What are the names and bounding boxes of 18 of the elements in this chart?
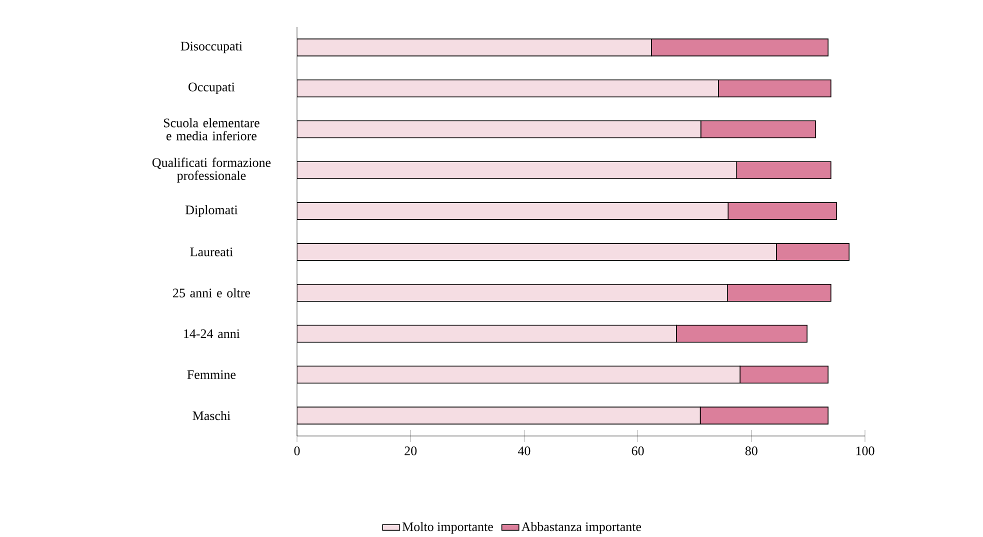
y-tick-label: Diplomati: [185, 205, 238, 217]
x-tick-label: 20: [404, 446, 417, 456]
x-tick-label: 80: [745, 446, 758, 456]
y-tick-label: 25 anni e oltre: [173, 288, 250, 298]
x-tick-label: 0: [294, 446, 300, 456]
x-tick-label: 100: [856, 446, 874, 456]
y-tick-label: Laureati: [190, 248, 233, 256]
y-tick-label: Qualificati formazione professionale: [152, 158, 271, 183]
y-tick-label: Femmine: [187, 370, 236, 380]
legend-label: Molto importante: [402, 522, 493, 534]
x-tick-label: 40: [518, 446, 530, 456]
y-tick-label: Maschi: [192, 410, 230, 420]
x-tick-label: 60: [632, 446, 644, 456]
y-tick-label: 14-24 anni: [184, 329, 240, 338]
y-tick-label: Occupati: [188, 82, 235, 94]
y-tick-label: Disoccupati: [180, 42, 242, 54]
y-tick-label: Scuola elementare e media inferiore: [164, 118, 260, 140]
legend-label: Abbastanza importante: [521, 522, 642, 534]
